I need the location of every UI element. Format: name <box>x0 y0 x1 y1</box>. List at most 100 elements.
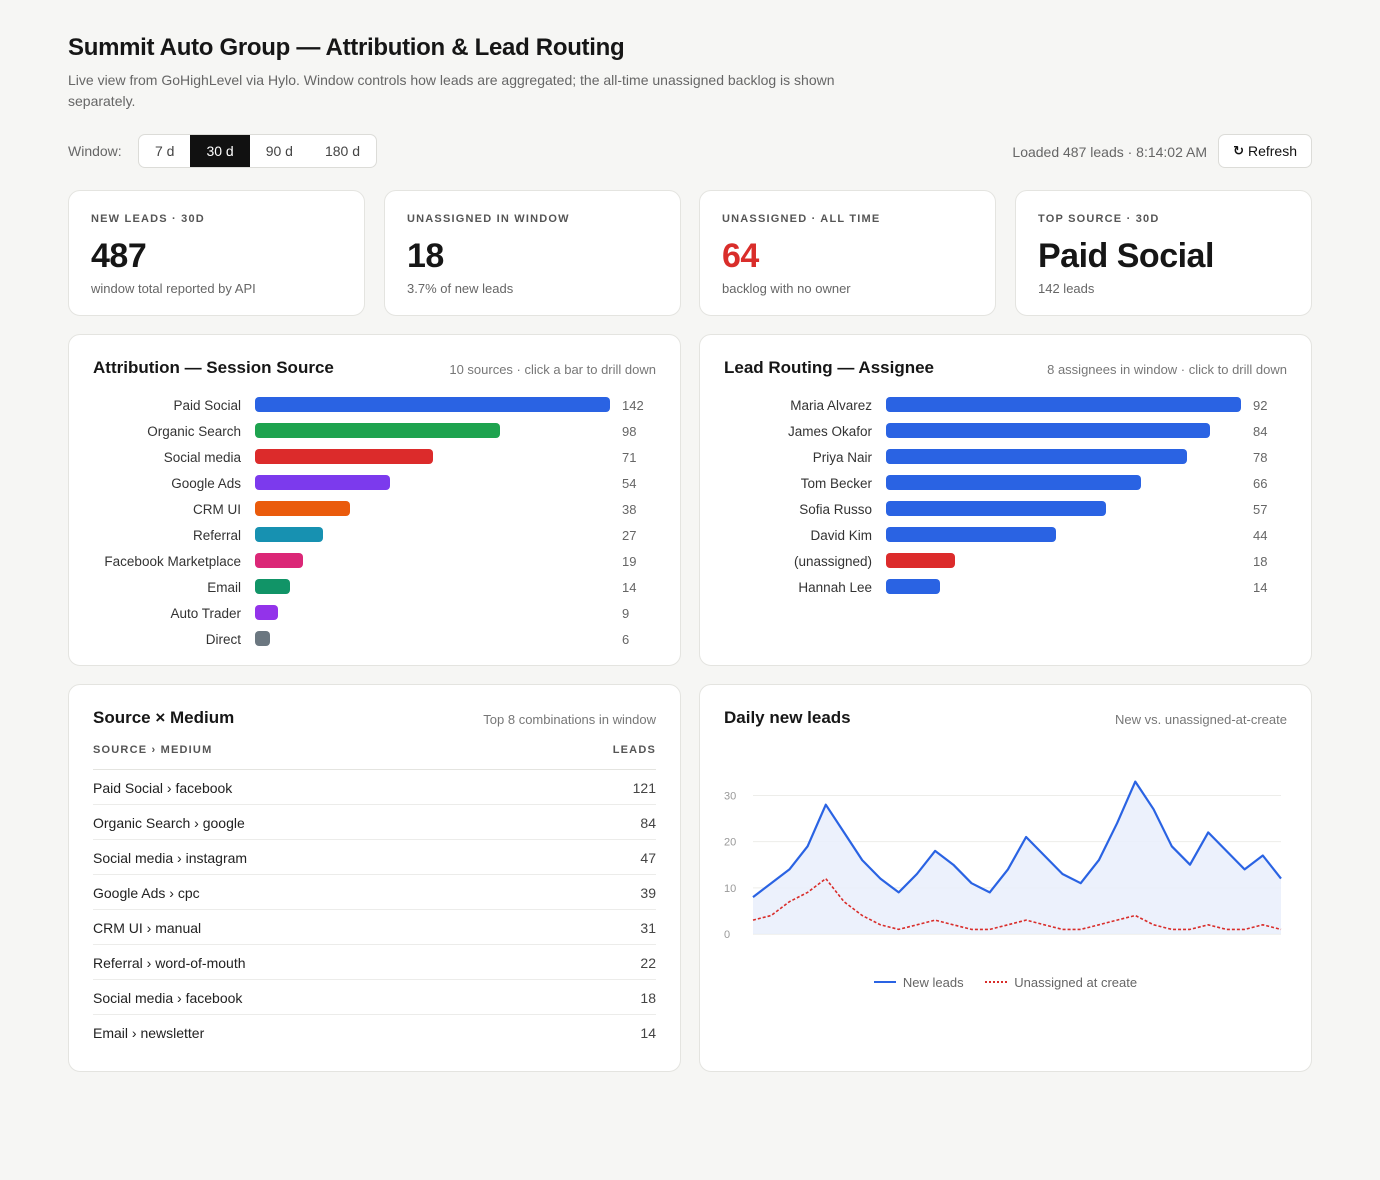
legend-item-new-leads[interactable]: New leads <box>873 975 964 990</box>
assignee-bar[interactable] <box>886 475 1141 490</box>
source-bar-row[interactable]: Organic Search 98 <box>69 419 680 445</box>
assignee-bar-row[interactable]: Hannah Lee 14 <box>700 575 1311 601</box>
new-leads-point[interactable] <box>1276 874 1286 884</box>
unassigned-point[interactable] <box>1003 920 1013 930</box>
new-leads-point[interactable] <box>985 887 995 897</box>
unassigned-point[interactable] <box>1039 920 1049 930</box>
source-bar[interactable] <box>255 423 500 438</box>
unassigned-point[interactable] <box>857 911 867 921</box>
new-leads-point[interactable] <box>1258 851 1268 861</box>
unassigned-point[interactable] <box>1240 924 1250 934</box>
unassigned-point[interactable] <box>1076 924 1086 934</box>
unassigned-point[interactable] <box>1112 915 1122 925</box>
unassigned-point[interactable] <box>1021 915 1031 925</box>
unassigned-point[interactable] <box>875 920 885 930</box>
table-row[interactable]: Social media › instagram 47 <box>93 840 656 875</box>
source-bar[interactable] <box>255 579 290 594</box>
new-leads-point[interactable] <box>857 855 867 865</box>
legend-item-unassigned[interactable]: Unassigned at create <box>985 975 1137 990</box>
new-leads-point[interactable] <box>1021 832 1031 842</box>
unassigned-point[interactable] <box>1149 920 1159 930</box>
source-bar-row[interactable]: Direct 6 <box>69 627 680 653</box>
unassigned-point[interactable] <box>1221 924 1231 934</box>
window-option-7d[interactable]: 7 d <box>155 143 175 159</box>
unassigned-point[interactable] <box>1258 920 1268 930</box>
unassigned-point[interactable] <box>948 920 958 930</box>
new-leads-point[interactable] <box>1112 818 1122 828</box>
new-leads-point[interactable] <box>766 878 776 888</box>
refresh-button[interactable]: ↻ Refresh <box>1218 134 1312 168</box>
source-bar-row[interactable]: Google Ads 54 <box>69 471 680 497</box>
source-bar[interactable] <box>255 527 323 542</box>
source-bar[interactable] <box>255 501 350 516</box>
unassigned-point[interactable] <box>803 887 813 897</box>
new-leads-point[interactable] <box>821 800 831 810</box>
new-leads-point[interactable] <box>1076 878 1086 888</box>
window-option-180d[interactable]: 180 d <box>324 143 361 159</box>
unassigned-point[interactable] <box>821 874 831 884</box>
assignee-bar[interactable] <box>886 423 1211 438</box>
source-bar[interactable] <box>255 631 270 646</box>
assignee-bar[interactable] <box>886 397 1241 412</box>
source-bar-row[interactable]: Auto Trader 9 <box>69 601 680 627</box>
unassigned-point[interactable] <box>985 924 995 934</box>
source-bar[interactable] <box>255 475 390 490</box>
new-leads-point[interactable] <box>1003 864 1013 874</box>
unassigned-point[interactable] <box>748 915 758 925</box>
table-row[interactable]: CRM UI › manual 31 <box>93 910 656 945</box>
unassigned-point[interactable] <box>1058 924 1068 934</box>
new-leads-point[interactable] <box>803 841 813 851</box>
unassigned-point[interactable] <box>784 897 794 907</box>
table-row[interactable]: Paid Social › facebook 121 <box>93 770 656 805</box>
unassigned-point[interactable] <box>912 920 922 930</box>
unassigned-point[interactable] <box>1185 924 1195 934</box>
unassigned-point[interactable] <box>966 924 976 934</box>
new-leads-point[interactable] <box>966 878 976 888</box>
new-leads-point[interactable] <box>748 892 758 902</box>
new-leads-point[interactable] <box>1130 777 1140 787</box>
source-bar[interactable] <box>255 553 303 568</box>
unassigned-point[interactable] <box>766 911 776 921</box>
table-row[interactable]: Google Ads › cpc 39 <box>93 875 656 910</box>
window-option-30d[interactable]: 30 d <box>190 135 250 167</box>
new-leads-point[interactable] <box>839 827 849 837</box>
assignee-bar-row[interactable]: Tom Becker 66 <box>700 471 1311 497</box>
assignee-bar[interactable] <box>886 579 941 594</box>
new-leads-point[interactable] <box>1185 860 1195 870</box>
unassigned-point[interactable] <box>1167 924 1177 934</box>
table-row[interactable]: Referral › word-of-mouth 22 <box>93 945 656 980</box>
source-bar-row[interactable]: Email 14 <box>69 575 680 601</box>
new-leads-point[interactable] <box>875 874 885 884</box>
source-bar-row[interactable]: Referral 27 <box>69 523 680 549</box>
window-option-90d[interactable]: 90 d <box>265 143 293 159</box>
table-row[interactable]: Organic Search › google 84 <box>93 805 656 840</box>
new-leads-point[interactable] <box>912 869 922 879</box>
source-bar[interactable] <box>255 605 278 620</box>
assignee-bar[interactable] <box>886 501 1106 516</box>
unassigned-point[interactable] <box>1094 920 1104 930</box>
unassigned-point[interactable] <box>839 897 849 907</box>
unassigned-point[interactable] <box>1203 920 1213 930</box>
assignee-bar-row[interactable]: (unassigned) 18 <box>700 549 1311 575</box>
table-row[interactable]: Social media › facebook 18 <box>93 980 656 1015</box>
source-bar-row[interactable]: Facebook Marketplace 19 <box>69 549 680 575</box>
unassigned-point[interactable] <box>1130 911 1140 921</box>
assignee-bar[interactable] <box>886 449 1187 464</box>
assignee-bar-row[interactable]: Maria Alvarez 92 <box>700 393 1311 419</box>
source-bar[interactable] <box>255 397 610 412</box>
new-leads-point[interactable] <box>1094 855 1104 865</box>
new-leads-point[interactable] <box>1221 846 1231 856</box>
unassigned-point[interactable] <box>1276 924 1286 934</box>
new-leads-point[interactable] <box>1240 864 1250 874</box>
source-bar-row[interactable]: Social media 71 <box>69 445 680 471</box>
assignee-bar[interactable] <box>886 553 956 568</box>
new-leads-point[interactable] <box>784 864 794 874</box>
new-leads-point[interactable] <box>894 887 904 897</box>
assignee-bar-row[interactable]: Priya Nair 78 <box>700 445 1311 471</box>
new-leads-point[interactable] <box>930 846 940 856</box>
table-row[interactable]: Email › newsletter 14 <box>93 1015 656 1050</box>
assignee-bar-row[interactable]: Sofia Russo 57 <box>700 497 1311 523</box>
new-leads-point[interactable] <box>1167 841 1177 851</box>
source-bar-row[interactable]: CRM UI 38 <box>69 497 680 523</box>
new-leads-point[interactable] <box>1203 827 1213 837</box>
